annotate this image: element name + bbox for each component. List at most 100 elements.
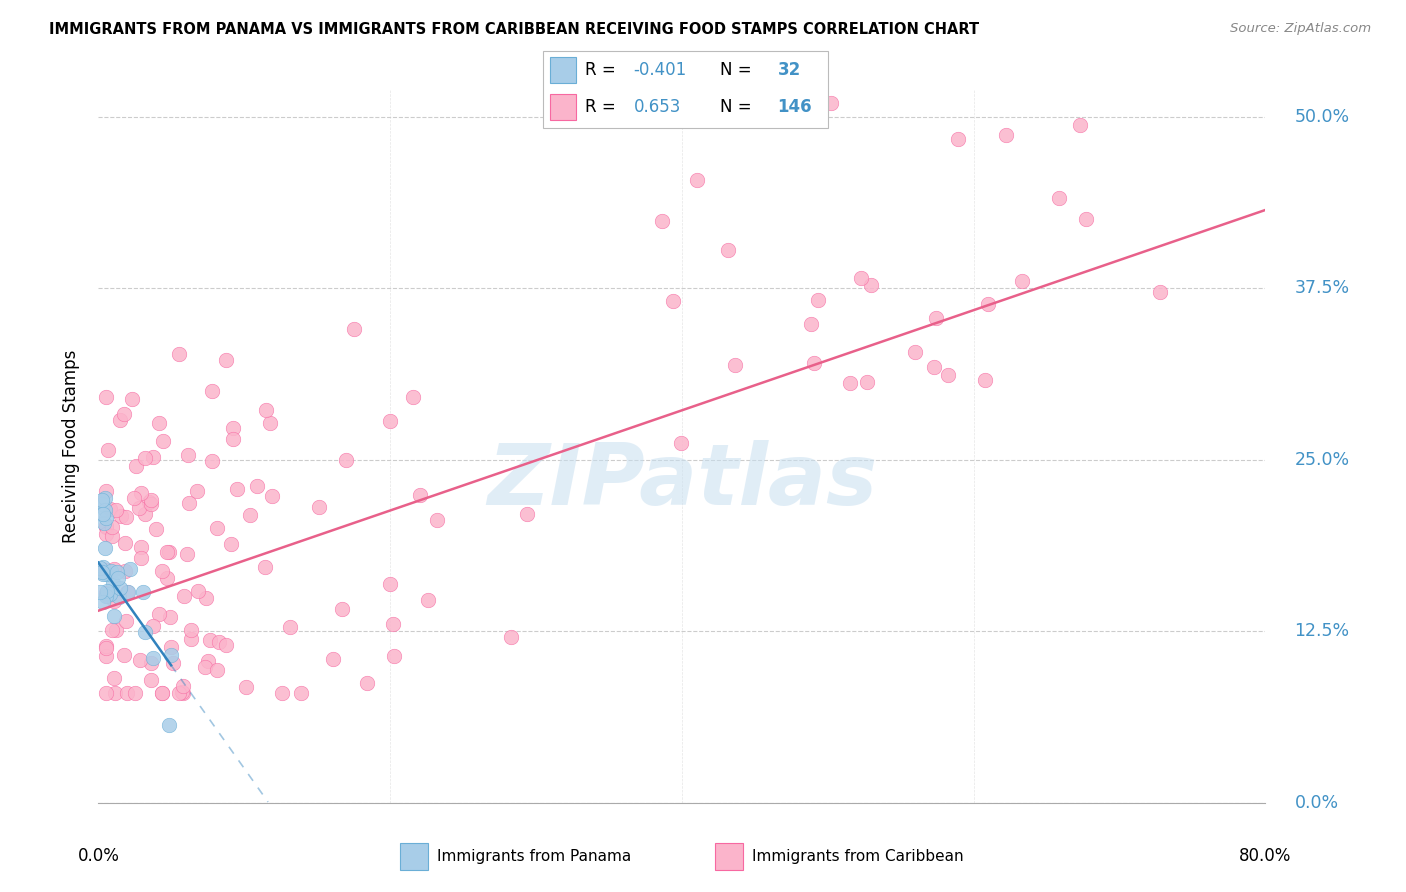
- Point: [1011, 274, 1033, 288]
- Point: [145, 522, 167, 536]
- Point: [104, 502, 127, 516]
- Point: [91, 493, 114, 508]
- Point: [94, 648, 117, 663]
- Point: [259, 416, 281, 430]
- Point: [115, 509, 138, 524]
- Point: [138, 495, 160, 509]
- Point: [152, 434, 174, 449]
- Point: [120, 562, 142, 576]
- Point: [820, 95, 842, 110]
- Text: 146: 146: [778, 98, 813, 116]
- Point: [94, 491, 117, 505]
- Point: [205, 663, 228, 677]
- Point: [142, 450, 165, 464]
- Point: [222, 421, 245, 435]
- Point: [207, 520, 229, 534]
- Point: [141, 673, 163, 687]
- Point: [94, 686, 117, 700]
- Point: [150, 565, 173, 579]
- Point: [104, 686, 127, 700]
- Point: [1069, 119, 1091, 133]
- Point: [219, 537, 242, 551]
- Point: [121, 392, 143, 407]
- Point: [134, 450, 156, 465]
- Point: [91, 497, 114, 511]
- Point: [180, 624, 202, 638]
- Point: [254, 560, 277, 574]
- Point: [156, 545, 179, 559]
- Point: [94, 566, 117, 581]
- Point: [800, 317, 823, 331]
- Point: [156, 571, 179, 585]
- Point: [669, 435, 692, 450]
- Point: [103, 594, 125, 608]
- Point: [925, 310, 948, 325]
- Point: [187, 583, 209, 598]
- Point: [201, 384, 224, 399]
- Text: Source: ZipAtlas.com: Source: ZipAtlas.com: [1230, 22, 1371, 36]
- Text: 32: 32: [778, 61, 801, 78]
- Point: [100, 564, 122, 578]
- Text: 12.5%: 12.5%: [1295, 623, 1350, 640]
- Point: [162, 656, 184, 670]
- FancyBboxPatch shape: [550, 57, 576, 83]
- Point: [139, 497, 162, 511]
- Point: [904, 345, 927, 359]
- Text: 50.0%: 50.0%: [1295, 108, 1350, 126]
- Point: [501, 630, 523, 644]
- Text: 37.5%: 37.5%: [1295, 279, 1350, 297]
- Point: [308, 500, 330, 515]
- Point: [103, 608, 125, 623]
- Point: [838, 376, 860, 391]
- Point: [176, 547, 198, 561]
- Point: [222, 432, 245, 446]
- Point: [382, 649, 405, 664]
- Y-axis label: Receiving Food Stamps: Receiving Food Stamps: [62, 350, 80, 542]
- Point: [89, 561, 111, 575]
- Point: [94, 586, 117, 600]
- Point: [335, 453, 357, 467]
- Point: [94, 483, 117, 498]
- Text: Immigrants from Panama: Immigrants from Panama: [437, 849, 631, 863]
- Point: [101, 520, 124, 534]
- Point: [117, 584, 139, 599]
- Point: [343, 322, 366, 336]
- Text: 0.0%: 0.0%: [1295, 794, 1339, 812]
- Point: [114, 564, 136, 578]
- Point: [125, 459, 148, 474]
- Point: [117, 686, 139, 700]
- Text: Immigrants from Caribbean: Immigrants from Caribbean: [752, 849, 965, 863]
- Point: [107, 571, 129, 585]
- Point: [134, 625, 156, 640]
- Point: [139, 656, 162, 670]
- Point: [124, 686, 146, 700]
- Point: [516, 508, 538, 522]
- Point: [128, 500, 150, 515]
- Point: [408, 488, 430, 502]
- Point: [94, 590, 117, 604]
- Point: [239, 508, 262, 522]
- Point: [142, 619, 165, 633]
- Text: IMMIGRANTS FROM PANAMA VS IMMIGRANTS FROM CARIBBEAN RECEIVING FOOD STAMPS CORREL: IMMIGRANTS FROM PANAMA VS IMMIGRANTS FRO…: [49, 22, 980, 37]
- Point: [112, 648, 135, 663]
- Point: [108, 582, 131, 596]
- Point: [426, 513, 449, 527]
- Point: [150, 686, 173, 700]
- Point: [995, 128, 1018, 142]
- Point: [89, 585, 111, 599]
- Point: [97, 443, 120, 458]
- Point: [186, 483, 208, 498]
- Point: [380, 577, 402, 591]
- Point: [100, 529, 122, 543]
- Point: [167, 346, 190, 360]
- Point: [207, 634, 229, 648]
- Point: [96, 584, 118, 599]
- Point: [105, 566, 128, 580]
- Point: [101, 576, 124, 591]
- Point: [94, 390, 117, 404]
- Point: [807, 293, 830, 307]
- Point: [96, 586, 118, 600]
- Point: [114, 407, 136, 421]
- Point: [101, 623, 124, 637]
- Point: [94, 520, 117, 534]
